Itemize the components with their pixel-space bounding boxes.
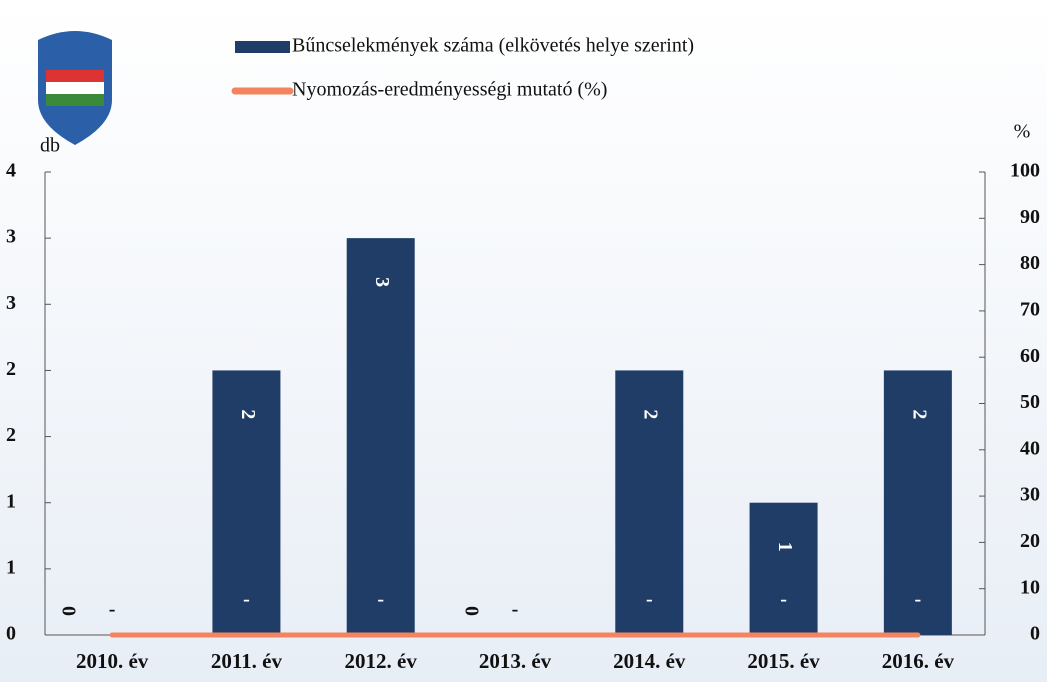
line-value-label: - xyxy=(243,589,250,611)
line-value-label: - xyxy=(646,589,653,611)
x-tick-label: 2016. év xyxy=(882,649,955,673)
value-label: 2 xyxy=(640,409,662,419)
value-label: 1 xyxy=(774,542,796,552)
y2-tick-label: 40 xyxy=(1020,437,1040,459)
line-value-label: - xyxy=(915,589,922,611)
y-tick-label: 1 xyxy=(6,556,16,578)
x-tick-label: 2015. év xyxy=(747,649,820,673)
legend-label: Nyomozás-eredményességi mutató (%) xyxy=(292,79,607,101)
value-label: 0 xyxy=(460,606,482,616)
y-tick-label: 3 xyxy=(6,226,16,248)
y2-tick-label: 80 xyxy=(1020,252,1040,274)
y2-tick-label: 50 xyxy=(1020,391,1040,413)
y2-tick-label: 70 xyxy=(1020,298,1040,320)
bar xyxy=(750,503,818,635)
y2-tick-label: 100 xyxy=(1010,160,1040,182)
y2-tick-label: 30 xyxy=(1020,484,1040,506)
line-value-label: - xyxy=(780,589,787,611)
value-label: 2 xyxy=(237,409,259,419)
x-tick-label: 2013. év xyxy=(479,649,552,673)
y2-tick-label: 20 xyxy=(1020,530,1040,552)
x-tick-label: 2010. év xyxy=(76,649,149,673)
y-tick-label: 3 xyxy=(6,292,16,314)
y2-tick-label: 60 xyxy=(1020,345,1040,367)
y2-axis-title: % xyxy=(1014,121,1031,143)
y2-tick-label: 90 xyxy=(1020,206,1040,228)
y2-tick-label: 0 xyxy=(1030,623,1040,645)
y-tick-label: 2 xyxy=(6,358,16,380)
line-value-label: - xyxy=(377,589,384,611)
legend-label: Bűncselekmények száma (elkövetés helye s… xyxy=(292,35,694,57)
value-label: 3 xyxy=(371,277,393,287)
y2-tick-label: 10 xyxy=(1020,576,1040,598)
y-tick-label: 1 xyxy=(6,490,16,512)
y-tick-label: 4 xyxy=(6,160,16,182)
value-label: 2 xyxy=(908,409,930,419)
value-label: 0 xyxy=(58,606,80,616)
x-tick-label: 2014. év xyxy=(613,649,686,673)
x-tick-label: 2012. év xyxy=(345,649,418,673)
legend-swatch xyxy=(235,41,290,53)
line-value-label: - xyxy=(512,599,519,621)
bar xyxy=(347,238,415,635)
line-value-label: - xyxy=(109,599,116,621)
y-tick-label: 2 xyxy=(6,424,16,446)
x-tick-label: 2011. év xyxy=(211,649,283,673)
chart: db % 0112233401020304050607080901002010.… xyxy=(0,0,1047,682)
y-tick-label: 0 xyxy=(6,623,16,645)
y-axis-title: db xyxy=(40,135,60,157)
